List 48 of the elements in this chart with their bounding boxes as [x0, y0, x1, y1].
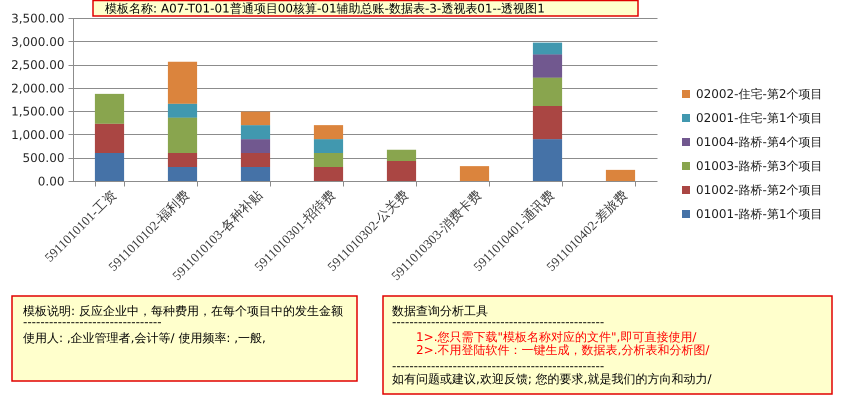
- bar: [314, 139, 344, 154]
- text: 模板说明: 反应企业中，每种费用，在每个项目中的发生金额: [23, 304, 343, 318]
- legend-label: 01004-路桥-第4个项目: [696, 135, 822, 149]
- bar: [94, 94, 124, 124]
- bar: [168, 62, 198, 104]
- legend-label: 02001-住宅-第1个项目: [696, 111, 822, 125]
- bar: [314, 167, 344, 181]
- bar: [240, 125, 270, 140]
- y-tick-label: 1,500.00: [11, 104, 64, 119]
- text: 2>.不用登陆软件：一键生成，数据表,分析表和分析图/: [416, 343, 710, 357]
- legend-label: 01001-路桥-第1个项目: [696, 207, 822, 221]
- bar: [532, 139, 562, 181]
- bar: [532, 54, 562, 78]
- bar: [314, 153, 344, 168]
- bar: [532, 106, 562, 140]
- bar: [168, 153, 198, 168]
- y-tick-label: 0.00: [38, 174, 64, 188]
- bar: [460, 166, 490, 181]
- text: 如有问题或建议,欢迎反馈; 您的要求,就是我们的方向和动力/: [392, 372, 712, 386]
- bar: [532, 78, 562, 106]
- legend-label: 01003-路桥-第3个项目: [696, 159, 822, 173]
- bar: [240, 167, 270, 181]
- chart-title: 模板名称: A07-T01-01普通项目00核算-01辅助总账-数据表-3-透视表01--透视图1: [105, 2, 545, 16]
- bar: [94, 124, 124, 154]
- text: 使用人: ,企业管理者,会计等/ 使用频率: ,一般,: [23, 331, 266, 345]
- y-tick-label: 2,500.00: [11, 58, 64, 72]
- bar: [168, 167, 198, 181]
- bar: [606, 170, 636, 181]
- y-tick-label: 3,500.00: [11, 12, 64, 26]
- bar: [168, 118, 198, 154]
- bar: [240, 112, 270, 126]
- text: 1>.您只需下载"模板名称对应的文件",即可直接使用/: [416, 330, 698, 344]
- legend-label: 01002-路桥-第2个项目: [696, 183, 822, 197]
- legend-label: 02002-住宅-第2个项目: [696, 87, 822, 101]
- bar: [240, 139, 270, 154]
- bar: [386, 150, 416, 161]
- text: -------------------------------------------------: [392, 359, 604, 373]
- bar: [168, 104, 198, 118]
- bar: [94, 153, 124, 181]
- bar: [386, 160, 416, 181]
- bar: [532, 42, 562, 54]
- y-tick-label: 2,000.00: [11, 81, 64, 96]
- y-tick-label: 500.00: [22, 151, 64, 166]
- bar: [314, 125, 344, 140]
- text: 数据查询分析工具: [392, 304, 488, 318]
- y-tick-label: 1,000.00: [11, 128, 64, 142]
- bar: [240, 153, 270, 168]
- y-tick-label: 3,000.00: [11, 34, 64, 49]
